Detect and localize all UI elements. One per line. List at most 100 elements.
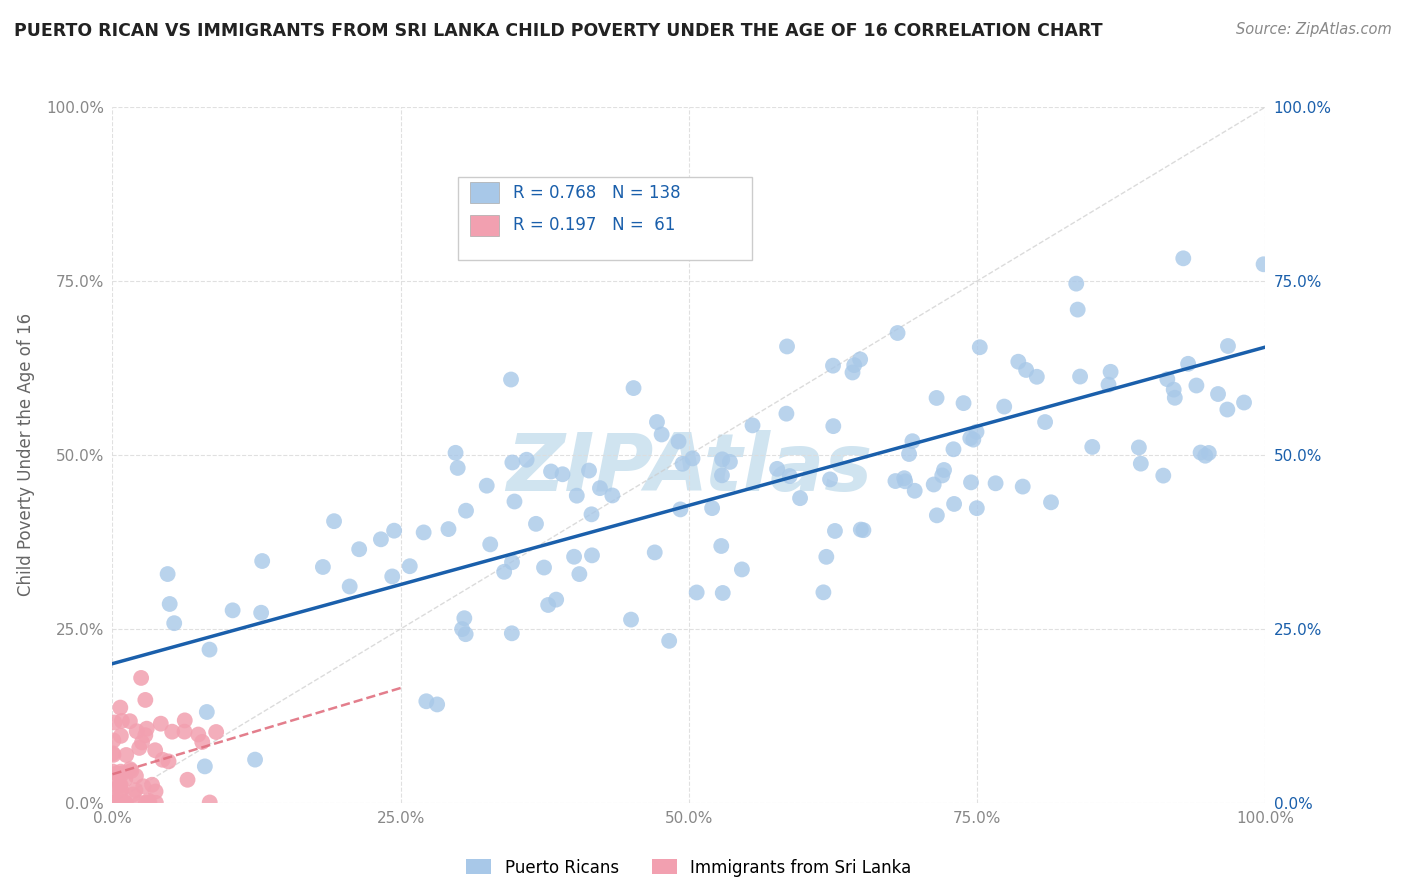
Point — [1011, 480, 1033, 494]
Point — [671, 457, 693, 471]
Point — [537, 598, 560, 612]
Point — [115, 796, 138, 810]
Point — [122, 788, 145, 802]
FancyBboxPatch shape — [470, 215, 499, 235]
Point — [741, 418, 763, 433]
Point — [111, 714, 134, 728]
Point — [156, 567, 179, 582]
Point — [479, 537, 502, 551]
Point — [120, 762, 142, 776]
Point — [131, 735, 153, 749]
Point — [114, 772, 136, 787]
Point — [623, 381, 645, 395]
Point — [925, 391, 948, 405]
Point — [766, 462, 789, 476]
Point — [110, 796, 132, 810]
Point — [163, 616, 186, 631]
Point — [135, 796, 157, 810]
Point — [447, 461, 470, 475]
Point — [1173, 252, 1195, 266]
Point — [176, 772, 198, 787]
Point — [1040, 495, 1063, 509]
Point — [110, 700, 132, 714]
Point — [578, 464, 600, 478]
Point — [644, 545, 666, 559]
Point — [250, 606, 273, 620]
Point — [125, 724, 148, 739]
Point — [501, 626, 523, 640]
Point — [884, 474, 907, 488]
Point — [103, 796, 125, 810]
Point — [1194, 449, 1216, 463]
Point — [620, 613, 643, 627]
Point — [501, 555, 523, 569]
Point — [398, 559, 420, 574]
Point — [1198, 446, 1220, 460]
Text: ZIPAtlas: ZIPAtlas — [506, 430, 872, 508]
Legend: Puerto Ricans, Immigrants from Sri Lanka: Puerto Ricans, Immigrants from Sri Lanka — [458, 850, 920, 885]
Point — [1177, 357, 1199, 371]
Point — [105, 770, 128, 784]
Point — [1097, 377, 1119, 392]
Point — [1216, 402, 1239, 417]
Point — [323, 514, 346, 528]
Point — [312, 560, 335, 574]
Point — [451, 622, 474, 636]
Point — [110, 764, 132, 779]
Point — [524, 516, 547, 531]
Point — [789, 491, 811, 505]
Point — [152, 753, 174, 767]
Point — [1185, 378, 1208, 392]
Point — [1007, 355, 1029, 369]
Point — [145, 784, 167, 798]
Point — [187, 727, 209, 741]
Point — [501, 455, 523, 469]
Y-axis label: Child Poverty Under the Age of 16: Child Poverty Under the Age of 16 — [17, 313, 35, 597]
Point — [104, 796, 127, 810]
Point — [453, 611, 475, 625]
Point — [925, 508, 948, 523]
Point — [110, 785, 132, 799]
Point — [173, 714, 195, 728]
Point — [960, 475, 983, 490]
Point — [775, 407, 797, 421]
Point — [813, 585, 835, 599]
Point — [821, 359, 844, 373]
Point — [731, 562, 754, 576]
Point — [984, 476, 1007, 491]
Point — [669, 502, 692, 516]
Point — [711, 452, 734, 467]
Point — [1164, 391, 1187, 405]
Point — [540, 465, 562, 479]
Point — [105, 766, 128, 780]
Text: R = 0.768   N = 138: R = 0.768 N = 138 — [513, 184, 681, 202]
Point — [494, 565, 516, 579]
Point — [118, 714, 141, 729]
Point — [776, 339, 799, 353]
Point — [898, 447, 921, 461]
Point — [1216, 339, 1239, 353]
Point — [546, 592, 568, 607]
Point — [718, 455, 741, 469]
Point — [198, 642, 221, 657]
Point — [101, 783, 124, 797]
Point — [852, 523, 875, 537]
Point — [1081, 440, 1104, 454]
Point — [818, 472, 841, 486]
Text: R = 0.197   N =  61: R = 0.197 N = 61 — [513, 217, 675, 235]
Point — [966, 425, 988, 439]
Point — [993, 400, 1015, 414]
Point — [198, 796, 221, 810]
Point — [1128, 441, 1150, 455]
Point — [103, 715, 125, 730]
Point — [108, 778, 131, 792]
Point — [347, 542, 370, 557]
Point — [1064, 277, 1087, 291]
Text: Source: ZipAtlas.com: Source: ZipAtlas.com — [1236, 22, 1392, 37]
Point — [658, 633, 681, 648]
Point — [134, 728, 156, 742]
Point — [157, 755, 180, 769]
Point — [160, 724, 183, 739]
Point — [135, 722, 157, 736]
Point — [824, 524, 846, 538]
